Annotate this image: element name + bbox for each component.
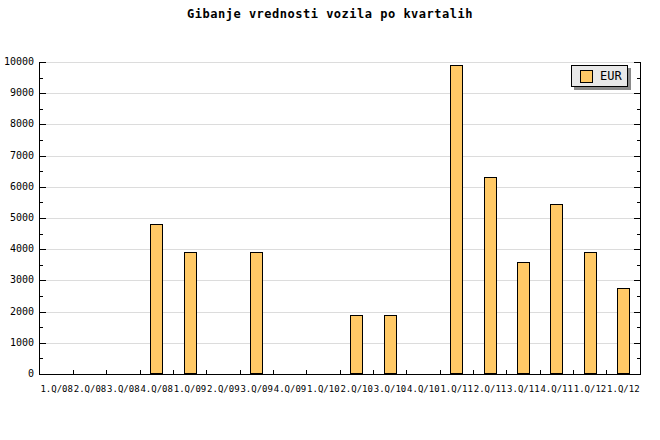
y-tick xyxy=(634,156,640,157)
y-tick xyxy=(40,218,46,219)
y-tick-label: 3000 xyxy=(0,274,34,286)
gridline xyxy=(40,156,640,157)
y-tick xyxy=(40,280,46,281)
y-tick xyxy=(40,249,46,250)
y-tick xyxy=(40,156,46,157)
y-tick xyxy=(40,171,43,172)
y-tick xyxy=(40,140,43,141)
gridline xyxy=(40,124,640,125)
bar-1.Q/12 xyxy=(584,252,597,374)
x-tick xyxy=(206,370,207,374)
y-tick-label: 6000 xyxy=(0,181,34,193)
y-tick-label: 8000 xyxy=(0,118,34,130)
x-tick xyxy=(573,370,574,374)
bar-4.Q/08 xyxy=(150,224,163,374)
y-tick xyxy=(637,202,640,203)
y-tick xyxy=(634,312,640,313)
y-tick xyxy=(40,124,46,125)
x-tick xyxy=(173,370,174,374)
bar-3.Q/10 xyxy=(384,315,397,374)
y-tick-label: 9000 xyxy=(0,87,34,99)
bar-4.Q/11 xyxy=(550,204,563,374)
y-tick xyxy=(634,280,640,281)
x-tick xyxy=(606,370,607,374)
x-tick xyxy=(473,370,474,374)
gridline xyxy=(40,187,640,188)
x-tick xyxy=(540,370,541,374)
x-tick xyxy=(406,370,407,374)
y-tick xyxy=(40,93,46,94)
y-tick xyxy=(637,78,640,79)
legend: EUR xyxy=(571,65,628,87)
x-tick xyxy=(140,370,141,374)
y-tick xyxy=(637,358,640,359)
plot-area xyxy=(39,62,641,375)
x-tick xyxy=(440,370,441,374)
y-tick-label: 7000 xyxy=(0,150,34,162)
x-tick xyxy=(506,370,507,374)
y-tick xyxy=(637,109,640,110)
y-tick xyxy=(40,202,43,203)
y-tick xyxy=(40,358,43,359)
y-tick-label: 10000 xyxy=(0,56,34,68)
y-tick-label: 4000 xyxy=(0,243,34,255)
y-tick xyxy=(634,343,640,344)
y-tick-label: 1000 xyxy=(0,337,34,349)
gridline xyxy=(40,62,640,63)
y-tick xyxy=(634,62,640,63)
chart: Gibanje vrednosti vozila po kvartalih 0 1… xyxy=(0,0,660,440)
y-tick-label: 2000 xyxy=(0,306,34,318)
x-tick xyxy=(306,370,307,374)
y-tick xyxy=(40,312,46,313)
bar-1.Q/09 xyxy=(184,252,197,374)
y-tick xyxy=(40,234,43,235)
y-tick xyxy=(634,249,640,250)
y-tick xyxy=(634,187,640,188)
bar-2.Q/10 xyxy=(350,315,363,374)
y-tick xyxy=(637,140,640,141)
x-tick xyxy=(106,370,107,374)
y-tick xyxy=(40,327,43,328)
y-tick xyxy=(637,265,640,266)
y-tick xyxy=(40,343,46,344)
y-tick xyxy=(634,93,640,94)
y-tick xyxy=(40,78,43,79)
y-tick xyxy=(637,327,640,328)
legend-color-swatch-icon xyxy=(580,70,593,83)
x-tick xyxy=(273,370,274,374)
y-tick xyxy=(40,187,46,188)
y-tick xyxy=(40,265,43,266)
y-tick xyxy=(634,124,640,125)
y-tick xyxy=(634,218,640,219)
y-tick xyxy=(637,171,640,172)
legend-label: EUR xyxy=(600,69,622,83)
x-tick-label: 1.Q/12 xyxy=(603,384,643,395)
y-tick xyxy=(40,62,46,63)
y-tick xyxy=(40,296,43,297)
bar-1.Q/12 xyxy=(617,288,630,374)
bar-3.Q/11 xyxy=(517,262,530,374)
bar-2.Q/11 xyxy=(484,177,497,374)
y-tick xyxy=(637,234,640,235)
x-tick xyxy=(340,370,341,374)
chart-title: Gibanje vrednosti vozila po kvartalih xyxy=(0,7,660,21)
gridline xyxy=(40,93,640,94)
y-tick xyxy=(40,109,43,110)
y-tick-label: 0 xyxy=(0,368,34,380)
x-tick xyxy=(240,370,241,374)
bar-1.Q/11 xyxy=(450,65,463,374)
y-tick xyxy=(637,296,640,297)
bar-3.Q/09 xyxy=(250,252,263,374)
y-tick-label: 5000 xyxy=(0,212,34,224)
x-tick xyxy=(73,370,74,374)
x-tick xyxy=(373,370,374,374)
